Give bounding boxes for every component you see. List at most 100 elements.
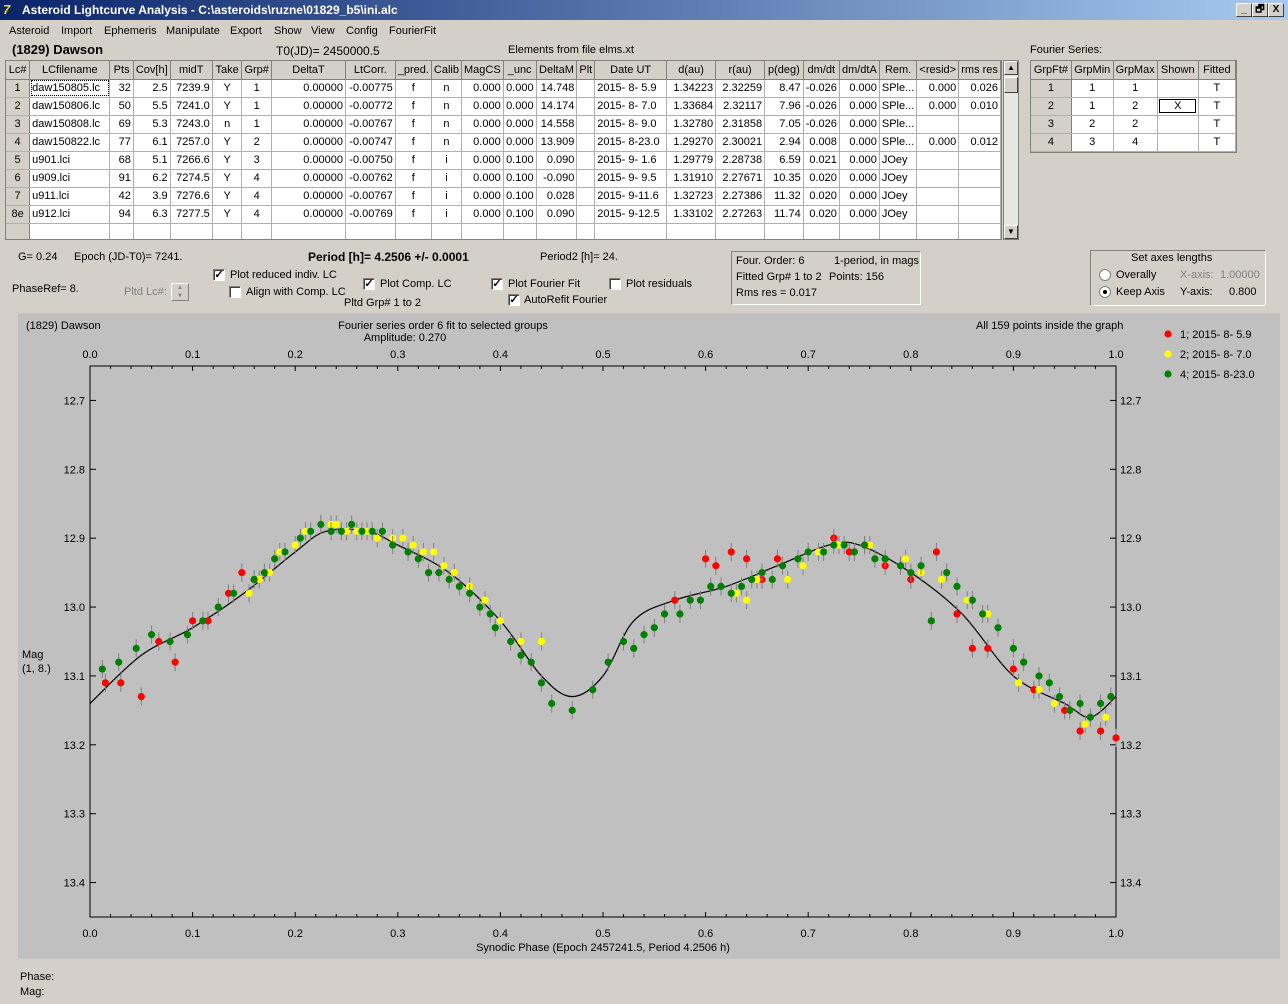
table-cell[interactable]: JOey: [879, 169, 918, 188]
plot-residuals-checkbox[interactable]: [609, 278, 621, 290]
table-cell[interactable]: SPle...: [879, 79, 918, 98]
table-cell[interactable]: [803, 223, 840, 239]
table-cell[interactable]: 0.000: [839, 79, 880, 98]
table-cell[interactable]: SPle...: [879, 97, 918, 116]
table-cell[interactable]: daw150805.lc: [29, 79, 111, 98]
table-cell[interactable]: 0.00000: [271, 133, 347, 152]
table-cell[interactable]: [576, 169, 596, 188]
x-axis-value[interactable]: 1.00000: [1220, 269, 1260, 281]
table-cell[interactable]: i: [431, 205, 463, 224]
table-cell[interactable]: 0.000: [503, 97, 537, 116]
lc-col-header[interactable]: MagCS: [461, 61, 504, 80]
table-cell[interactable]: 5.5: [133, 97, 171, 116]
menu-config[interactable]: Config: [346, 25, 378, 37]
table-cell[interactable]: [431, 223, 463, 239]
table-cell[interactable]: 1.33102: [666, 205, 717, 224]
table-cell[interactable]: 2015- 9- 9.5: [594, 169, 668, 188]
table-cell[interactable]: 0.000: [839, 205, 880, 224]
table-cell[interactable]: 2.32259: [715, 79, 766, 98]
table-cell[interactable]: 0.000: [839, 187, 880, 206]
table-cell[interactable]: SPle...: [879, 115, 918, 134]
lc-col-header[interactable]: p(deg): [764, 61, 804, 80]
table-cell[interactable]: 69: [109, 115, 134, 134]
table-cell[interactable]: 7276.6: [170, 187, 213, 206]
table-cell[interactable]: [1157, 115, 1199, 134]
table-cell[interactable]: 2.27671: [715, 169, 766, 188]
table-cell[interactable]: 50: [109, 97, 134, 116]
overally-radio[interactable]: [1099, 269, 1111, 281]
table-cell[interactable]: f: [395, 115, 432, 134]
row-header[interactable]: 8e: [6, 205, 31, 224]
table-cell[interactable]: 7266.6: [170, 151, 213, 170]
table-cell[interactable]: [958, 115, 1001, 134]
table-cell[interactable]: 0.020: [803, 169, 840, 188]
lc-col-header[interactable]: DeltaM: [536, 61, 578, 80]
table-cell[interactable]: 1.32723: [666, 187, 717, 206]
table-cell[interactable]: 91: [109, 169, 134, 188]
table-cell[interactable]: 4: [241, 169, 272, 188]
plot-fourier-checkbox[interactable]: ✓: [491, 278, 503, 290]
table-cell[interactable]: 94: [109, 205, 134, 224]
table-cell[interactable]: u909.lci: [29, 169, 111, 188]
table-cell[interactable]: [916, 169, 960, 188]
table-cell[interactable]: i: [431, 187, 463, 206]
table-cell[interactable]: [345, 223, 396, 239]
table-cell[interactable]: 0.000: [916, 97, 960, 116]
row-header[interactable]: 3: [1031, 115, 1072, 134]
table-cell[interactable]: 0.000: [461, 151, 504, 170]
table-cell[interactable]: 0.00000: [271, 169, 347, 188]
table-cell[interactable]: Y: [212, 187, 243, 206]
table-cell[interactable]: 14.174: [536, 97, 578, 116]
table-cell[interactable]: 5.1: [133, 151, 171, 170]
table-cell[interactable]: [576, 151, 596, 170]
table-cell[interactable]: 7277.5: [170, 205, 213, 224]
row-header[interactable]: 5: [6, 151, 31, 170]
lc-col-header[interactable]: Take: [212, 61, 243, 80]
table-cell[interactable]: -0.026: [803, 115, 840, 134]
table-cell[interactable]: [958, 223, 1001, 239]
lc-col-header[interactable]: <resid>: [916, 61, 960, 80]
table-cell[interactable]: f: [395, 169, 432, 188]
table-cell[interactable]: 2015- 8- 5.9: [594, 79, 668, 98]
table-cell[interactable]: -0.00762: [345, 169, 396, 188]
table-cell[interactable]: 5.3: [133, 115, 171, 134]
row-header[interactable]: 1: [6, 79, 31, 98]
table-cell[interactable]: [576, 79, 596, 98]
lc-col-header[interactable]: Pts: [109, 61, 134, 80]
table-cell[interactable]: 1: [1071, 79, 1114, 98]
table-cell[interactable]: 42: [109, 187, 134, 206]
table-row[interactable]: 5 u901.lci 68 5.1 7266.6 Y 3 0.00000 -0.00750 f i 0…: [6, 151, 1001, 170]
table-cell[interactable]: 32: [109, 79, 134, 98]
table-cell[interactable]: f: [395, 187, 432, 206]
table-cell[interactable]: 0.000: [503, 115, 537, 134]
table-cell[interactable]: [576, 223, 596, 239]
scroll-down-icon[interactable]: ▼: [1004, 225, 1018, 239]
table-cell[interactable]: 0.000: [503, 133, 537, 152]
table-cell[interactable]: JOey: [879, 151, 918, 170]
table-cell[interactable]: [133, 223, 171, 239]
row-header[interactable]: 3: [6, 115, 31, 134]
table-cell[interactable]: 1: [1113, 79, 1158, 98]
table-cell[interactable]: 77: [109, 133, 134, 152]
table-cell[interactable]: 2: [241, 133, 272, 152]
table-cell[interactable]: 1: [1071, 97, 1114, 116]
table-cell[interactable]: -0.00747: [345, 133, 396, 152]
table-cell[interactable]: 4: [241, 205, 272, 224]
row-header[interactable]: 7: [6, 187, 31, 206]
table-cell[interactable]: T: [1198, 133, 1237, 152]
table-cell[interactable]: 1: [241, 115, 272, 134]
table-cell[interactable]: daw150806.lc: [29, 97, 111, 116]
scroll-up-icon[interactable]: ▲: [1004, 61, 1018, 75]
table-cell[interactable]: 1.29779: [666, 151, 717, 170]
table-cell[interactable]: [109, 223, 134, 239]
table-cell[interactable]: [916, 115, 960, 134]
table-cell[interactable]: 0.00000: [271, 79, 347, 98]
table-cell[interactable]: -0.026: [803, 97, 840, 116]
table-cell[interactable]: 0.008: [803, 133, 840, 152]
table-cell[interactable]: 2.31858: [715, 115, 766, 134]
table-cell[interactable]: n: [431, 79, 463, 98]
table-cell[interactable]: [576, 187, 596, 206]
